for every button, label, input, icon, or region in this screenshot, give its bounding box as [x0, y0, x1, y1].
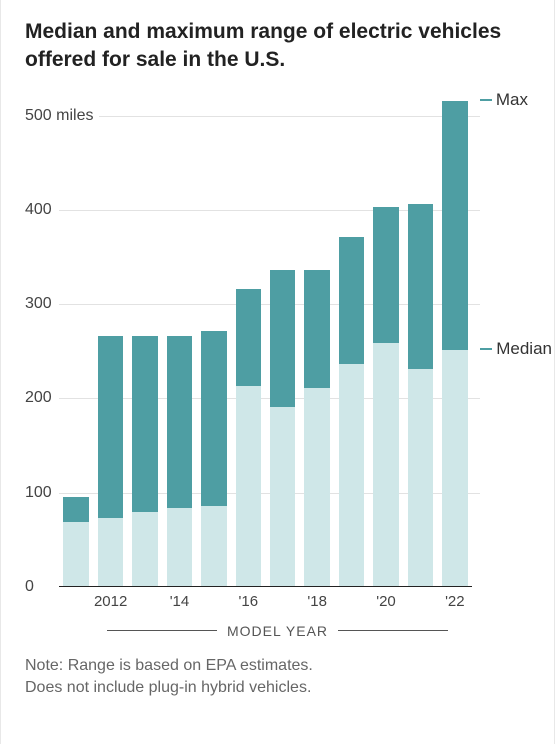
x-tick-label: [266, 587, 300, 593]
bar: [339, 237, 364, 585]
y-tick-label: 400: [25, 201, 58, 219]
bar-slot: [197, 102, 231, 586]
bar: [98, 336, 123, 586]
bar-median-segment: [270, 407, 295, 586]
chart: 500 miles4003002001000 Max Median 2012'1…: [25, 97, 530, 617]
bar: [236, 289, 261, 586]
callout-max-label: Max: [496, 90, 528, 110]
bar-median-segment: [167, 508, 192, 585]
bar-slot: [369, 102, 403, 586]
bar-median-segment: [201, 506, 226, 586]
bar-median-segment: [373, 343, 398, 586]
bar-slot: [300, 102, 334, 586]
bar-max-segment: [63, 497, 88, 521]
bar-slot: [162, 102, 196, 586]
bar-median-segment: [304, 388, 329, 586]
bar-median-segment: [442, 350, 467, 585]
bar-max-segment: [236, 289, 261, 386]
x-axis: 2012 '14 '16 '18 '20 '22: [59, 587, 472, 617]
bar: [132, 336, 157, 586]
callout-max: Max: [480, 90, 528, 110]
callout-max-tick: [480, 99, 492, 101]
x-tick-label: '18: [300, 587, 334, 610]
x-axis-title-line-left: [107, 630, 217, 631]
bar: [442, 101, 467, 586]
callout-median-tick: [480, 348, 492, 350]
bar-max-segment: [167, 336, 192, 508]
bar-max-segment: [270, 270, 295, 407]
bars-container: [59, 102, 472, 586]
x-tick-label: '14: [162, 587, 196, 610]
bar: [373, 207, 398, 586]
x-axis-title-label: MODEL YEAR: [217, 623, 338, 639]
bar-slot: [266, 102, 300, 586]
bar-slot: [128, 102, 162, 586]
bar-median-segment: [339, 364, 364, 585]
bar-slot: [231, 102, 265, 586]
note-line-1: Note: Range is based on EPA estimates.: [25, 655, 530, 677]
plot-area: Max Median: [59, 102, 472, 587]
bar-median-segment: [63, 522, 88, 586]
x-tick-label: [197, 587, 231, 593]
callout-median-label: Median: [496, 339, 552, 359]
bar-slot: [59, 102, 93, 586]
y-tick-label: 100: [25, 484, 58, 502]
chart-title: Median and maximum range of electric veh…: [25, 18, 530, 75]
chart-note: Note: Range is based on EPA estimates. D…: [25, 655, 530, 700]
bar-max-segment: [201, 331, 226, 505]
x-tick-label: 2012: [93, 587, 127, 610]
bar-max-segment: [132, 336, 157, 512]
bar: [270, 270, 295, 585]
bar-slot: [334, 102, 368, 586]
bar-max-segment: [339, 237, 364, 364]
bar-slot: [403, 102, 437, 586]
bar-median-segment: [98, 518, 123, 586]
callout-median: Median: [480, 339, 552, 359]
bar-slot: [93, 102, 127, 586]
note-line-2: Does not include plug-in hybrid vehicles…: [25, 677, 530, 699]
x-tick-label: [59, 587, 93, 593]
bar-max-segment: [408, 204, 433, 369]
bar-max-segment: [98, 336, 123, 518]
bar-median-segment: [408, 369, 433, 586]
bar-median-segment: [236, 386, 261, 586]
bar-max-segment: [442, 101, 467, 351]
bar: [408, 204, 433, 585]
bar: [304, 270, 329, 585]
bar: [63, 497, 88, 586]
y-tick-label: 0: [25, 578, 40, 596]
x-axis-title-line-right: [338, 630, 448, 631]
x-tick-label: [403, 587, 437, 593]
x-tick-label: '16: [231, 587, 265, 610]
bar-max-segment: [373, 207, 398, 343]
x-tick-label: '20: [369, 587, 403, 610]
x-tick-label: [334, 587, 368, 593]
y-tick-label: 200: [25, 389, 58, 407]
x-tick-label: [128, 587, 162, 593]
bar: [201, 331, 226, 585]
bar: [167, 336, 192, 586]
x-axis-title: MODEL YEAR: [25, 623, 530, 639]
bar-median-segment: [132, 512, 157, 585]
y-tick-label: 300: [25, 295, 58, 313]
bar-slot: [438, 102, 472, 586]
x-tick-label: '22: [438, 587, 472, 610]
bar-max-segment: [304, 270, 329, 388]
